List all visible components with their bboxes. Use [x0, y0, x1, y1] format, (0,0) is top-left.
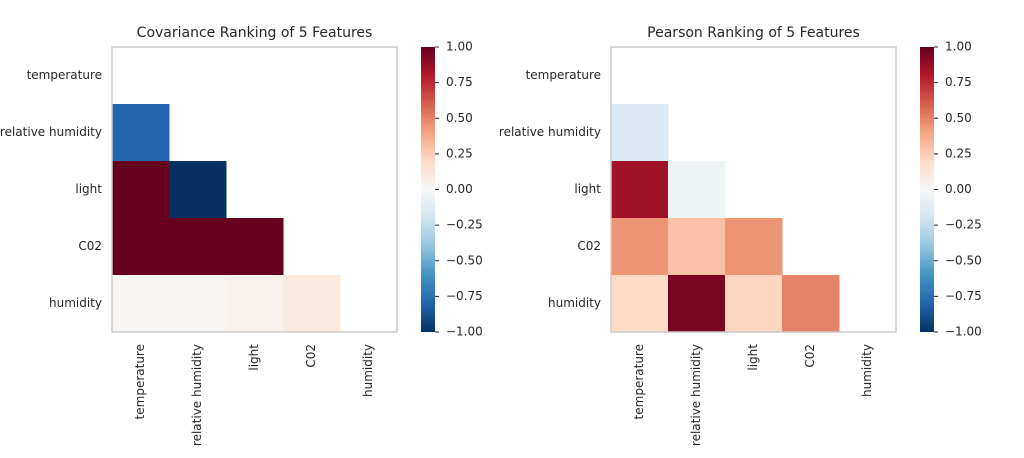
chart-title: Pearson Ranking of 5 Features [647, 25, 860, 41]
heatmap-cell [226, 275, 284, 333]
heatmap-cell [668, 161, 726, 219]
heatmap-cell [611, 218, 669, 276]
x-tick-label: light [247, 344, 261, 371]
heatmap-cell [611, 275, 669, 333]
heatmap-cell [226, 218, 284, 276]
colorbar-tick-label: 0.50 [446, 111, 473, 125]
x-tick-label: humidity [860, 344, 874, 397]
colorbar-tick-label: 0.75 [446, 75, 473, 89]
colorbar-tick-label: 0.25 [945, 146, 972, 160]
colorbar-tick-label: 0.25 [446, 146, 473, 160]
colorbar-tick-label: −1.00 [945, 325, 982, 339]
y-tick-label: C02 [78, 239, 102, 253]
heatmap-cell [169, 218, 227, 276]
heatmap-cell [725, 275, 783, 333]
y-tick-label: relative humidity [0, 125, 102, 139]
heatmap-cell [112, 275, 170, 333]
y-tick-label: C02 [577, 239, 601, 253]
x-tick-label: relative humidity [190, 344, 204, 446]
colorbar [421, 47, 435, 332]
heatmap-cell [668, 218, 726, 276]
colorbar-tick-label: 0.50 [945, 111, 972, 125]
y-tick-label: humidity [49, 296, 102, 310]
heatmap-cell [611, 161, 669, 219]
plot-frame [111, 46, 398, 333]
colorbar-tick-label: −0.25 [446, 218, 483, 232]
y-tick-label: temperature [27, 68, 102, 82]
colorbar-tick-label: −0.75 [446, 289, 483, 303]
y-tick-label: humidity [548, 296, 601, 310]
colorbar-tick-label: −0.75 [945, 289, 982, 303]
colorbar-tick-label: 1.00 [945, 40, 972, 54]
x-tick-label: C02 [803, 344, 817, 368]
x-tick-label: temperature [133, 344, 147, 419]
heatmap-cell [169, 275, 227, 333]
colorbar-tick-label: 0.75 [945, 75, 972, 89]
heatmap-cell [112, 104, 170, 162]
x-tick-label: humidity [361, 344, 375, 397]
colorbar-tick-label: −0.50 [945, 253, 982, 267]
x-tick-label: temperature [632, 344, 646, 419]
y-tick-label: temperature [526, 68, 601, 82]
heatmap-cell [725, 218, 783, 276]
y-tick-label: relative humidity [499, 125, 601, 139]
colorbar-tick-label: −0.50 [446, 253, 483, 267]
colorbar-tick-label: 1.00 [446, 40, 473, 54]
x-tick-label: light [746, 344, 760, 371]
colorbar-tick-label: −0.25 [945, 218, 982, 232]
colorbar-tick-label: 0.00 [945, 182, 972, 196]
colorbar-tick-label: 0.00 [446, 182, 473, 196]
heatmap-cell [169, 161, 227, 219]
y-tick-label: light [574, 182, 601, 196]
heatmap-cell [283, 275, 341, 333]
heatmap-cell [782, 275, 840, 333]
heatmap-cell [668, 275, 726, 333]
heatmap-cell [611, 104, 669, 162]
x-tick-label: relative humidity [689, 344, 703, 446]
heatmap-cell [112, 161, 170, 219]
heatmap-cell [112, 218, 170, 276]
x-tick-label: C02 [304, 344, 318, 368]
plot-frame [610, 46, 897, 333]
colorbar [920, 47, 934, 332]
chart-title: Covariance Ranking of 5 Features [137, 25, 373, 41]
y-tick-label: light [75, 182, 102, 196]
colorbar-tick-label: −1.00 [446, 325, 483, 339]
